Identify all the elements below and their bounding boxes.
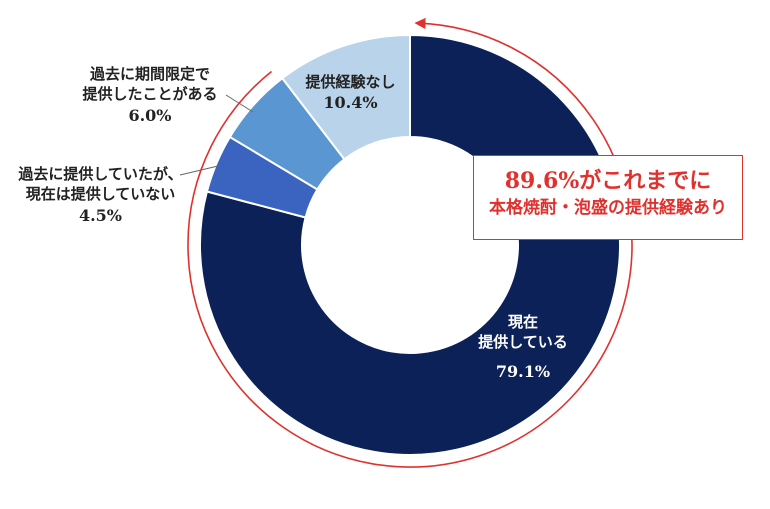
callout-line1: 89.6%がこれまでに [504, 168, 712, 194]
label-limited: 過去に期間限定で 提供したことがある 6.0% [70, 64, 230, 126]
experience-arc-arrow [187, 17, 633, 468]
label-past: 過去に提供していたが、 現在は提供していない 4.5% [8, 164, 193, 226]
label-limited-value: 6.0% [128, 105, 172, 125]
label-past-line2: 現在は提供していない [25, 185, 176, 204]
label-none-line1: 提供経験なし [305, 73, 396, 91]
label-current-line1: 現在 [507, 313, 538, 331]
label-limited-line1: 過去に期間限定で [89, 65, 210, 83]
label-past-line1: 過去に提供していたが、 [18, 165, 183, 183]
label-limited-line2: 提供したことがある [82, 85, 218, 104]
label-current: 現在 提供している 79.1% [468, 312, 578, 382]
label-current-line2: 提供している [478, 333, 568, 352]
callout-line2: 本格焼酎・泡盛の提供経験あり [489, 198, 727, 219]
leader-line-past [179, 165, 219, 176]
label-past-value: 4.5% [78, 205, 123, 225]
experience-callout: 89.6%がこれまでに 本格焼酎・泡盛の提供経験あり [473, 155, 743, 240]
label-none: 提供経験なし 10.4% [298, 72, 403, 114]
label-current-value: 79.1% [495, 361, 551, 381]
label-none-value: 10.4% [323, 93, 378, 113]
slice-none [280, 33, 411, 161]
